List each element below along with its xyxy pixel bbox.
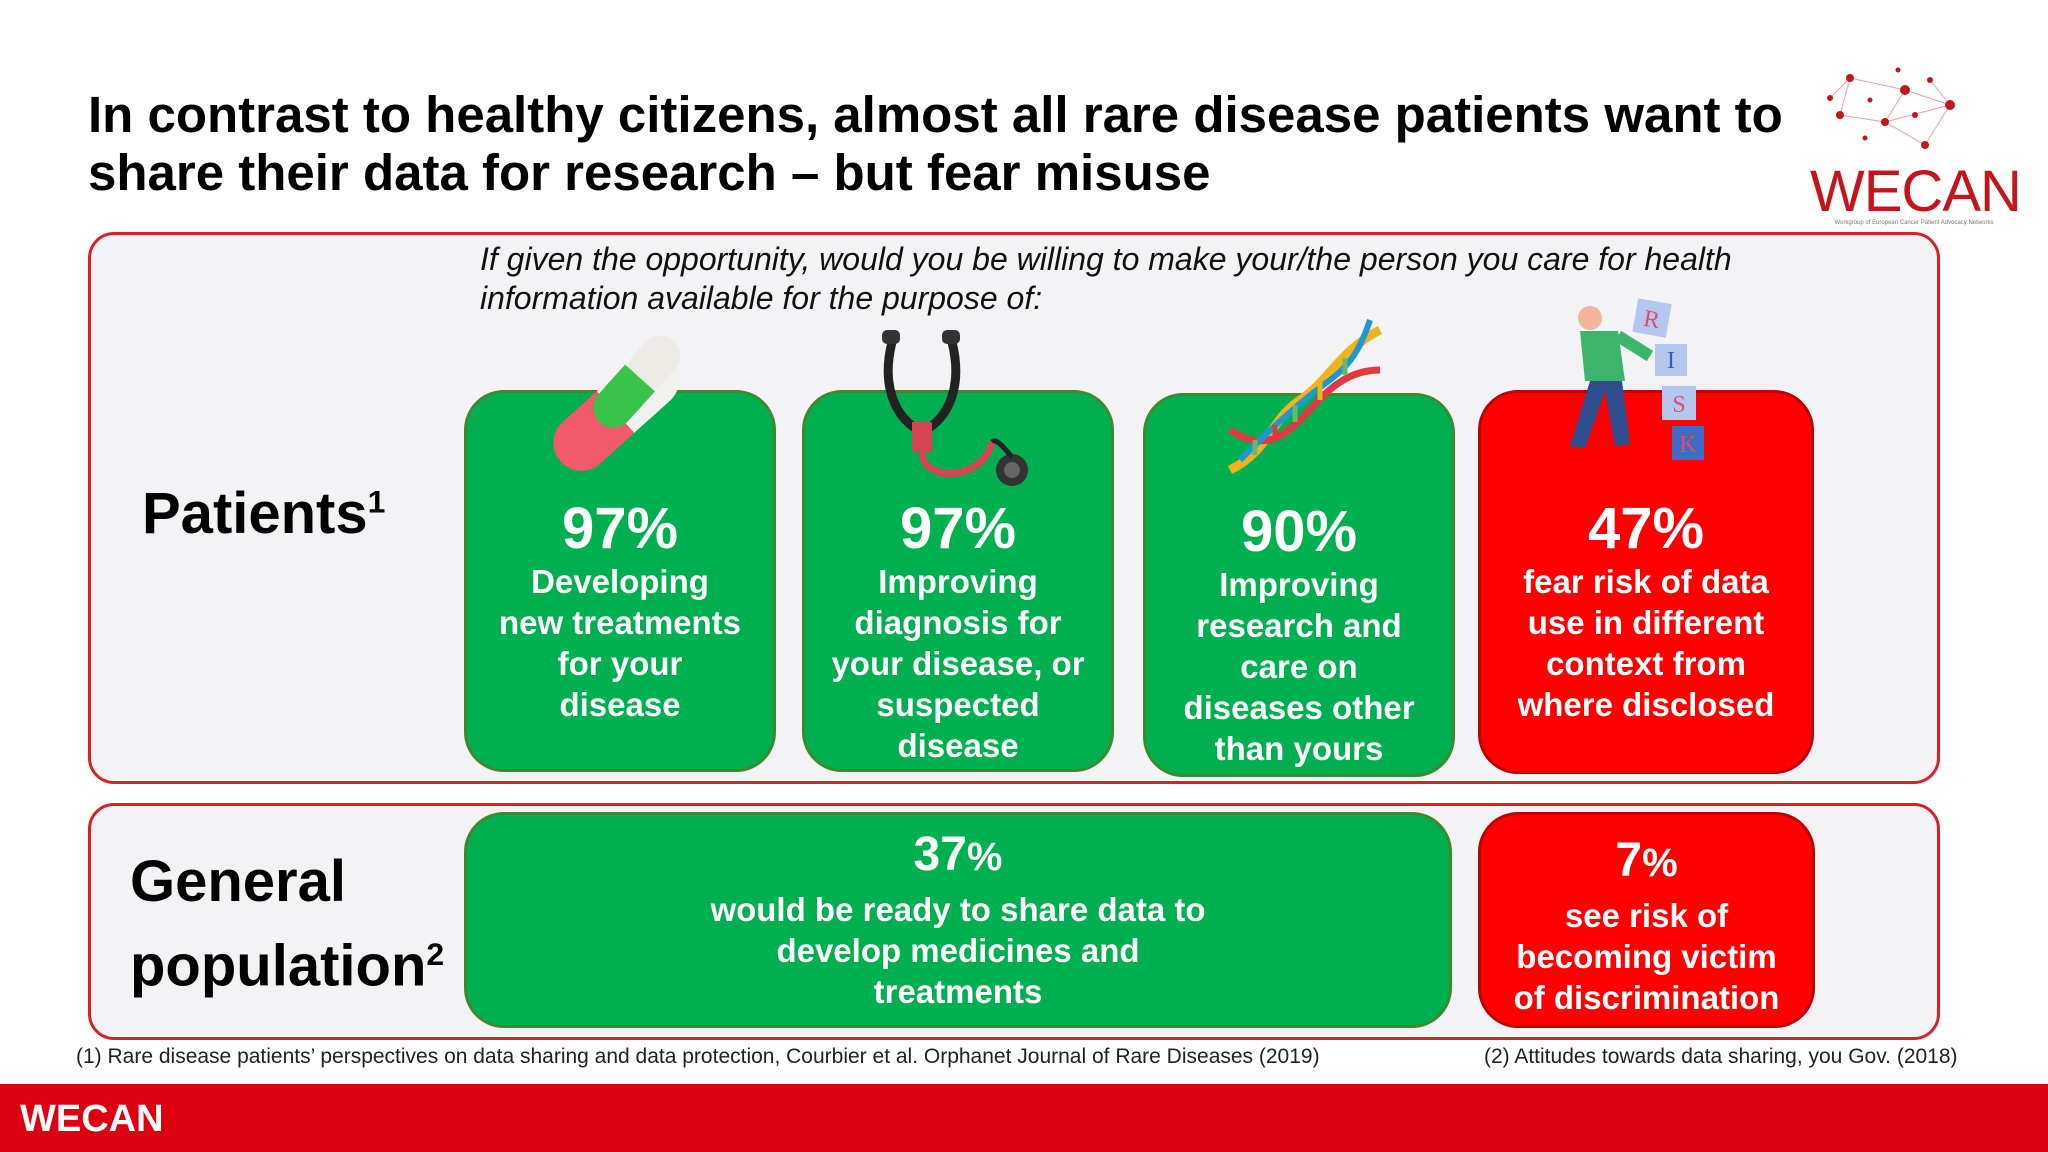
slide-title: In contrast to healthy citizens, almost … bbox=[88, 86, 1783, 201]
card-description: Developing new treatments for your disea… bbox=[498, 563, 742, 723]
patients-label: Patients1 bbox=[142, 481, 386, 546]
card-fear-risk: 47% fear risk of data use in different c… bbox=[1478, 390, 1814, 774]
card-percentage: 97% bbox=[899, 496, 1017, 561]
bottom-bar-logo-text: WECAN bbox=[20, 1098, 164, 1140]
svg-text:I: I bbox=[1667, 348, 1675, 374]
card-new-treatments: 97% Developing new treatments for your d… bbox=[464, 390, 776, 772]
card-description: see risk of becoming victim of discrimin… bbox=[1513, 897, 1780, 1016]
card-discrimination-risk: 7% see risk of becoming victim of discri… bbox=[1478, 812, 1815, 1028]
general-population-label: General population2 bbox=[130, 849, 445, 999]
footnote-1: (1) Rare disease patients’ perspectives … bbox=[76, 1045, 1320, 1068]
card-description: Improving research and care on diseases … bbox=[1183, 566, 1415, 767]
card-percentage: 47% bbox=[1587, 496, 1705, 561]
card-description: fear risk of data use in different conte… bbox=[1517, 563, 1775, 723]
card-description: Improving diagnosis for your disease, or… bbox=[831, 563, 1085, 764]
card-percentage: 97% bbox=[561, 496, 679, 561]
footnote-2: (2) Attitudes towards data sharing, you … bbox=[1484, 1045, 1958, 1068]
logo-wordmark: WECAN bbox=[1810, 159, 2022, 224]
logo-subtitle: Workgroup of European Cancer Patient Adv… bbox=[1834, 220, 1994, 226]
card-percentage: 90% bbox=[1240, 499, 1358, 564]
bottom-brand-bar: WECAN bbox=[0, 1084, 2048, 1152]
card-ready-to-share: 37% would be ready to share data to deve… bbox=[464, 812, 1452, 1028]
network-dots-icon bbox=[1827, 67, 1955, 149]
card-improving-diagnosis: 97% Improving diagnosis for your disease… bbox=[802, 390, 1114, 772]
dna-icon bbox=[1227, 319, 1383, 475]
risk-blocks-icon: R I S K bbox=[1570, 298, 1704, 460]
card-percentage: 7% bbox=[1615, 834, 1678, 887]
survey-question: If given the opportunity, would you be w… bbox=[480, 241, 1732, 316]
svg-text:K: K bbox=[1679, 432, 1697, 458]
card-description: would be ready to share data to develop … bbox=[710, 891, 1206, 1010]
card-improving-research: 90% Improving research and care on disea… bbox=[1143, 393, 1455, 777]
svg-text:R: R bbox=[1642, 306, 1662, 334]
wecan-logo: WECAN Workgroup of European Cancer Patie… bbox=[1810, 60, 2022, 230]
svg-text:S: S bbox=[1672, 392, 1685, 418]
card-percentage: 37% bbox=[913, 828, 1003, 881]
pill-capsule-icon bbox=[553, 335, 681, 471]
stethoscope-icon bbox=[882, 330, 1028, 486]
